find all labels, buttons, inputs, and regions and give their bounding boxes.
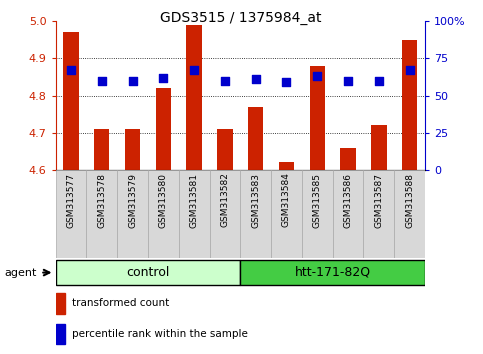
Bar [186, 25, 202, 170]
Point [159, 75, 167, 81]
Text: GSM313581: GSM313581 [190, 172, 199, 228]
Point [190, 68, 198, 73]
Bar [125, 129, 140, 170]
Text: GSM313584: GSM313584 [282, 172, 291, 228]
Point [221, 78, 229, 84]
Bar [56, 324, 65, 344]
Point [283, 79, 290, 85]
Point [67, 68, 75, 73]
Bar [56, 260, 241, 285]
Bar [341, 148, 356, 170]
Point [406, 68, 413, 73]
Point [252, 76, 259, 82]
Bar [210, 170, 240, 258]
Text: agent: agent [5, 268, 37, 278]
Point [128, 78, 136, 84]
Text: htt-171-82Q: htt-171-82Q [295, 266, 371, 279]
Text: GSM313582: GSM313582 [220, 172, 229, 228]
Point [98, 78, 106, 84]
Bar [148, 170, 179, 258]
Bar [364, 170, 394, 258]
Bar [248, 107, 263, 170]
Bar [240, 260, 425, 285]
Bar [56, 293, 65, 314]
Text: GSM313586: GSM313586 [343, 172, 353, 228]
Bar [279, 162, 294, 170]
Bar [402, 40, 417, 170]
Bar [56, 170, 86, 258]
Text: percentile rank within the sample: percentile rank within the sample [72, 329, 248, 339]
Point [344, 78, 352, 84]
Bar [156, 88, 171, 170]
Text: GSM313583: GSM313583 [251, 172, 260, 228]
Bar [217, 129, 233, 170]
Text: transformed count: transformed count [72, 298, 170, 308]
Bar [240, 170, 271, 258]
Bar [394, 170, 425, 258]
Bar [271, 170, 302, 258]
Text: GSM313579: GSM313579 [128, 172, 137, 228]
Point [313, 73, 321, 79]
Bar [333, 170, 364, 258]
Text: GSM313580: GSM313580 [159, 172, 168, 228]
Bar [371, 125, 386, 170]
Point [375, 78, 383, 84]
Bar [86, 170, 117, 258]
Bar [179, 170, 210, 258]
Text: GSM313588: GSM313588 [405, 172, 414, 228]
Bar [117, 170, 148, 258]
Bar [302, 170, 333, 258]
Text: GSM313578: GSM313578 [97, 172, 106, 228]
Bar [63, 33, 79, 170]
Text: control: control [126, 266, 170, 279]
Text: GSM313577: GSM313577 [67, 172, 75, 228]
Text: GSM313585: GSM313585 [313, 172, 322, 228]
Bar [94, 129, 110, 170]
Bar [310, 66, 325, 170]
Text: GSM313587: GSM313587 [374, 172, 384, 228]
Text: GDS3515 / 1375984_at: GDS3515 / 1375984_at [159, 11, 321, 25]
